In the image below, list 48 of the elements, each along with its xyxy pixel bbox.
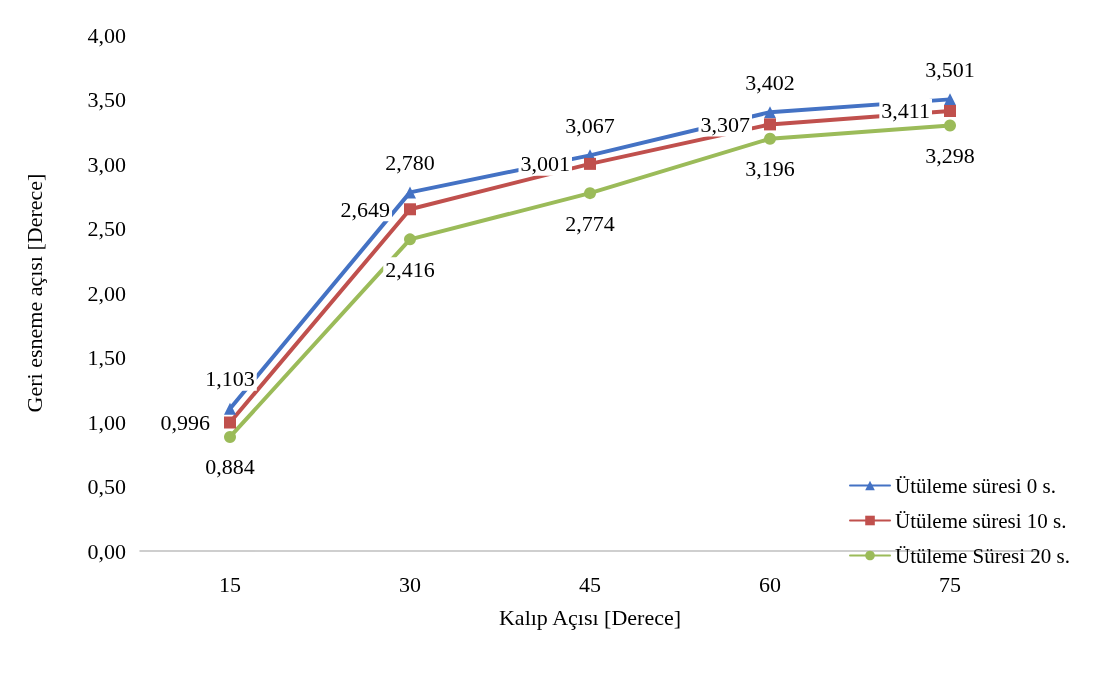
data-label: 1,103	[205, 366, 255, 392]
x-tick-label: 60	[759, 571, 781, 597]
data-label: 3,402	[745, 69, 795, 95]
y-tick-label: 1,00	[87, 409, 126, 435]
data-label: 3,411	[881, 98, 930, 124]
point	[404, 203, 416, 216]
data-label: 3,298	[925, 143, 975, 169]
point	[764, 118, 776, 131]
point	[764, 106, 776, 119]
legend-label: Ütüleme Süresi 20 s.	[895, 543, 1070, 568]
point	[944, 104, 956, 117]
y-tick-label: 4,00	[87, 22, 126, 48]
x-tick-label: 15	[219, 571, 241, 597]
data-label: 2,774	[565, 210, 615, 236]
point	[584, 157, 596, 170]
y-tick-label: 3,50	[87, 87, 126, 112]
data-label: 2,649	[340, 196, 390, 222]
point	[404, 186, 416, 199]
data-label: 3,196	[745, 156, 795, 182]
x-axis-title: Kalıp Açısı [Derece]	[498, 604, 682, 630]
y-tick-label: 0,50	[87, 474, 126, 499]
y-tick-label: 2,50	[87, 216, 126, 241]
data-label: 3,307	[700, 111, 750, 137]
y-axis-title: Geri esneme açısı [Derece]	[21, 173, 47, 413]
point	[224, 430, 236, 443]
point	[584, 187, 596, 200]
data-label: 3,001	[520, 151, 570, 177]
y-tick-label: 3,00	[87, 151, 126, 177]
point	[224, 416, 236, 429]
x-tick-label: 75	[939, 571, 961, 597]
data-label: 2,416	[385, 256, 435, 282]
data-label: 0,996	[160, 410, 210, 436]
point	[764, 132, 776, 145]
data-label: 3,067	[565, 112, 615, 138]
data-label: 3,501	[925, 56, 975, 82]
point	[944, 119, 956, 132]
y-tick-label: 2,00	[87, 280, 126, 306]
x-tick-label: 30	[399, 571, 421, 597]
point	[944, 93, 956, 106]
point	[404, 233, 416, 246]
legend-label: Ütüleme süresi 10 s.	[895, 508, 1067, 533]
x-tick-label: 45	[579, 571, 601, 597]
data-label: 2,780	[385, 149, 435, 175]
point	[224, 402, 236, 415]
y-tick-label: 1,50	[87, 345, 126, 370]
data-label: 0,884	[205, 454, 255, 480]
legend-label: Ütüleme süresi 0 s.	[895, 473, 1056, 498]
y-tick-label: 0,00	[87, 538, 126, 564]
